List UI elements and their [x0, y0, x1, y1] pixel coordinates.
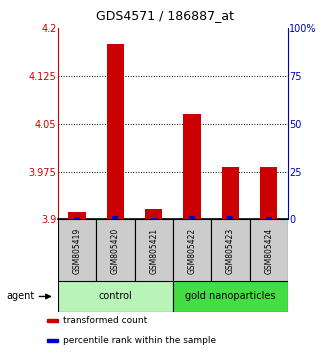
Text: GSM805419: GSM805419: [72, 227, 82, 274]
Text: GSM805422: GSM805422: [188, 227, 197, 274]
Bar: [173, 281, 288, 312]
Bar: [222, 167, 239, 219]
Bar: [250, 219, 288, 281]
Bar: [145, 209, 163, 219]
Bar: [107, 44, 124, 219]
Text: GSM805421: GSM805421: [149, 227, 158, 274]
Bar: [135, 219, 173, 281]
Bar: [260, 167, 277, 219]
Bar: [69, 212, 86, 219]
Bar: [183, 114, 201, 219]
Text: agent: agent: [7, 291, 35, 302]
Bar: [266, 217, 272, 219]
Text: GSM805423: GSM805423: [226, 227, 235, 274]
Bar: [58, 281, 173, 312]
Text: GSM805420: GSM805420: [111, 227, 120, 274]
Bar: [47, 319, 58, 322]
Text: control: control: [99, 291, 132, 302]
Bar: [151, 218, 157, 219]
Text: percentile rank within the sample: percentile rank within the sample: [64, 336, 216, 345]
Bar: [227, 216, 233, 219]
Bar: [113, 216, 118, 219]
Bar: [47, 339, 58, 342]
Text: GDS4571 / 186887_at: GDS4571 / 186887_at: [97, 9, 234, 22]
Bar: [189, 216, 195, 219]
Bar: [173, 219, 211, 281]
Bar: [58, 219, 96, 281]
Text: gold nanoparticles: gold nanoparticles: [185, 291, 276, 302]
Text: GSM805424: GSM805424: [264, 227, 273, 274]
Bar: [211, 219, 250, 281]
Bar: [74, 217, 80, 219]
Text: transformed count: transformed count: [64, 315, 148, 325]
Bar: [96, 219, 135, 281]
